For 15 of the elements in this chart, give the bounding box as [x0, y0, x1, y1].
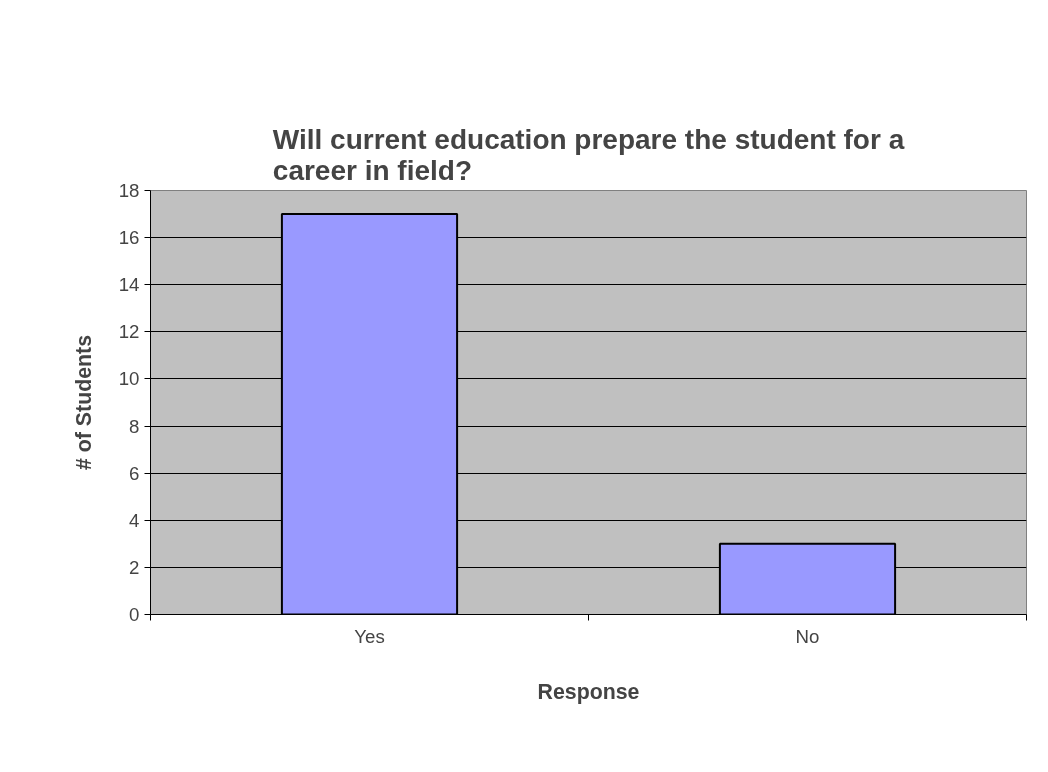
y-tick-label: 0 [129, 604, 140, 625]
y-tick-label: 12 [118, 321, 140, 343]
y-tick-label: 16 [118, 227, 140, 249]
chart-title: Will current education prepare the student for a career in field? [272, 123, 905, 186]
x-tick-label: No [795, 625, 820, 647]
x-tick-label: Yes [354, 625, 385, 647]
y-tick-label: 2 [129, 556, 140, 578]
y-axis-title: # of Students [71, 334, 96, 471]
y-tick-label: 14 [118, 274, 140, 296]
y-tick-label: 6 [129, 462, 140, 484]
y-tick-label: 10 [118, 368, 140, 390]
y-tick-label: 4 [129, 509, 140, 531]
y-tick-label: 8 [129, 415, 140, 437]
x-axis-title: Response [537, 679, 640, 704]
y-tick-label: 18 [118, 180, 140, 201]
